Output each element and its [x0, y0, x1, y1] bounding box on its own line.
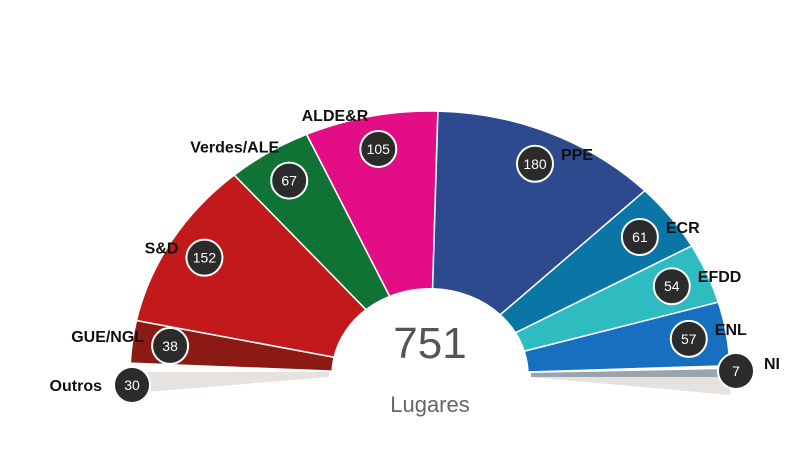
wedge-ni — [531, 369, 730, 377]
badge-circle — [113, 366, 151, 404]
badge-circle — [516, 144, 555, 183]
badge-enl: 57 — [669, 319, 708, 358]
badge-value: 7 — [732, 363, 740, 379]
badge-efdd: 54 — [652, 267, 691, 306]
badge-verdes-ale: 67 — [270, 161, 309, 200]
badge-ecr: 61 — [620, 217, 659, 256]
label-ppe: PPE — [561, 147, 593, 164]
label-ni: NI — [764, 356, 780, 373]
label-s-d: S&D — [145, 241, 179, 258]
wedge-s-d — [135, 173, 368, 359]
badge-value: 180 — [523, 156, 547, 172]
badge-ppe: 180 — [516, 144, 555, 183]
wedge-outros — [130, 372, 329, 393]
seat-labels: GUE/NGL S&D Verdes/ALE ALDE&R PPE ECR EFDD ENL O… — [50, 108, 780, 395]
badge-circle — [652, 267, 691, 306]
badge-circle — [185, 238, 224, 277]
badge-circle — [359, 129, 398, 168]
badge-circle — [151, 326, 190, 365]
wedge-ni-underlay — [531, 377, 730, 395]
wedge-ppe — [431, 110, 646, 316]
label-alde-r: ALDE&R — [302, 108, 369, 125]
badge-value: 67 — [281, 173, 297, 189]
badge-value: 30 — [124, 377, 140, 393]
badge-circle — [669, 319, 708, 358]
badge-ni: 7 — [717, 352, 755, 390]
badge-alde-r: 105 — [359, 129, 398, 168]
total-seats-caption: Lugares — [390, 392, 470, 417]
label-efdd: EFDD — [698, 269, 742, 286]
label-verdes-ale: Verdes/ALE — [190, 140, 279, 157]
badge-value: 105 — [367, 141, 391, 157]
badge-outros: 30 — [113, 366, 151, 404]
badge-circle — [620, 217, 659, 256]
badge-gue-ngl: 38 — [151, 326, 190, 365]
badge-circle — [270, 161, 309, 200]
badge-value: 54 — [664, 278, 680, 294]
badge-value: 152 — [193, 250, 217, 266]
label-ecr: ECR — [666, 220, 700, 237]
label-gue-ngl: GUE/NGL — [71, 329, 144, 346]
total-seats-value: 751 — [393, 319, 466, 368]
label-enl: ENL — [715, 322, 747, 339]
badge-s-d: 152 — [185, 238, 224, 277]
badge-value: 57 — [681, 331, 697, 347]
badge-value: 61 — [632, 229, 648, 245]
seat-badges: 38 152 67 105 180 61 54 57 30 7 — [113, 129, 755, 404]
badge-value: 38 — [162, 338, 178, 354]
label-outros: Outros — [50, 378, 103, 395]
badge-circle — [717, 352, 755, 390]
